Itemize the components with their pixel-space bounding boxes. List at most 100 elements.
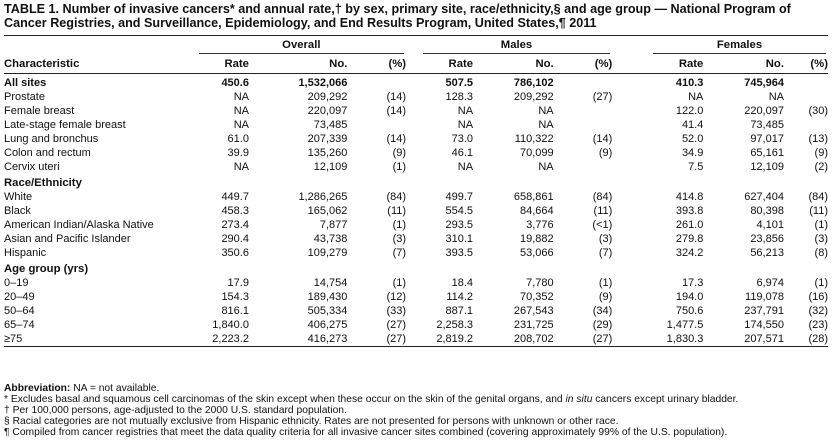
rate-overall: 350.6 [221,247,249,259]
rate-overall: 17.9 [227,277,249,289]
spacer-cell [612,160,651,174]
pct-females: (8) [814,247,828,259]
rate-females: 1,830.3 [651,332,704,347]
count-females: NA [768,91,784,103]
count-males: NA [538,119,554,131]
count-overall: 165,062 [307,205,348,217]
count-males: 231,725 [513,319,554,331]
count-males: 70,099 [519,147,554,159]
rate-females: 194.0 [675,291,704,303]
pct-overall: (1) [392,277,407,289]
pct-females: (84) [808,191,828,203]
rate-overall: NA [233,161,249,173]
rate-females: 34.9 [681,147,704,159]
spacer-cell [612,246,651,260]
rate-males: 293.5 [445,219,474,231]
rate-females: 393.8 [675,205,704,217]
table-row: Colon and rectum 39.9 135,260 (9) 46.1 70,099… [4,146,828,160]
rate-males: 2,258.3 [436,319,474,331]
pct-overall: (27) [347,332,407,347]
pct-overall [347,74,406,91]
header-rate-overall: Rate [196,55,249,74]
pct-females [784,90,828,104]
spacer-cell [406,204,421,218]
row-label: Female breast [4,105,75,117]
group-header-row: Overall Males Females [4,35,828,55]
pct-females: (2) [814,161,828,173]
count-overall: 1,286,265 [298,191,348,203]
pct-males: (14) [592,133,613,145]
table-row: White 449.7 1,286,265 (84) 499.7 658,861 (84) 4… [4,190,828,204]
count-overall: 73,485 [313,119,348,131]
pct-males [554,160,613,174]
table-row: 65–74 1,840.0 406,275 (27) 2,258.3 231,725 (29… [4,318,828,332]
table-row: Female breast NA 220,097 (14) NA NA 122.0 220,0… [4,104,828,118]
row-label: American Indian/Alaska Native [4,219,154,231]
count-overall: 1,532,066 [298,77,348,89]
header-pct-females: (%) [783,55,828,74]
row-label: Hispanic [4,247,47,259]
spacer-cell [612,190,651,204]
rate-overall: NA [233,119,249,131]
pct-overall: (33) [386,305,407,317]
pct-females: (28) [783,332,828,347]
count-females: 80,398 [750,205,784,217]
count-overall: 12,109 [313,161,348,173]
spacer-cell [406,232,421,246]
rate-males: 310.1 [445,233,474,245]
rate-overall: NA [233,91,249,103]
count-males: 786,102 [513,77,554,89]
count-overall: 189,430 [307,291,348,303]
spacer-cell [406,90,421,104]
count-females: 73,485 [750,119,784,131]
pct-females: (30) [808,105,828,117]
count-males: 53,066 [519,247,554,259]
rate-females: 261.0 [675,219,704,231]
pct-overall: (1) [392,161,407,173]
count-females: 174,550 [744,319,784,331]
table-row: Cervix uteri NA 12,109 (1) NA NA 7.5 12,109 (2) [4,160,828,174]
table-row: Hispanic 350.6 109,279 (7) 393.5 53,066 (7) 324… [4,246,828,260]
rate-females: 414.8 [675,191,704,203]
table-row: 50–64 816.1 505,334 (33) 887.1 267,543 (34) 750… [4,304,828,318]
header-no-males: No. [473,55,554,74]
rate-males: 114.2 [446,291,474,303]
spacer-cell [612,118,651,132]
footnote-section: § Racial categories are not mutually exc… [4,416,619,427]
count-females: 207,571 [703,332,784,347]
header-pct-overall: (%) [347,55,407,74]
count-males: 209,292 [513,91,554,103]
rate-females: 279.8 [675,233,704,245]
header-no-overall: No. [248,55,348,74]
rate-overall: 450.6 [221,77,249,89]
rate-females: 324.2 [675,247,704,259]
row-label: 20–49 [4,291,35,303]
header-pct-males: (%) [553,55,613,74]
group-overall: Overall [196,35,407,55]
row-label: Black [4,205,31,217]
count-females: 6,974 [756,277,784,289]
pct-overall: (14) [386,105,407,117]
spacer-cell [612,204,651,218]
count-females: 56,213 [750,247,784,259]
spacer-cell [406,290,421,304]
count-overall: 406,275 [307,319,348,331]
rate-males: 46.1 [451,147,474,159]
table-row: Black 458.3 165,062 (11) 554.5 84,664 (11) 393.… [4,204,828,218]
rate-males: NA [457,119,474,131]
rate-overall: 458.3 [221,205,249,217]
count-overall: 14,754 [313,277,348,289]
count-overall: 43,738 [313,233,348,245]
row-label: 65–74 [4,319,35,331]
count-males: 110,322 [514,133,554,145]
row-label: Colon and rectum [4,147,91,159]
column-header-row: Characteristic Rate No. (%) Rate No. (%)… [4,55,828,74]
header-rate-males: Rate [420,55,474,74]
count-females: 23,856 [750,233,784,245]
rate-males: 18.4 [451,277,474,289]
row-label: Cervix uteri [4,161,60,173]
table-row: Asian and Pacific Islander 290.4 43,738 (3)… [4,232,828,246]
pct-overall: (84) [386,191,407,203]
pct-overall [347,118,406,132]
rate-females: 17.3 [681,277,704,289]
